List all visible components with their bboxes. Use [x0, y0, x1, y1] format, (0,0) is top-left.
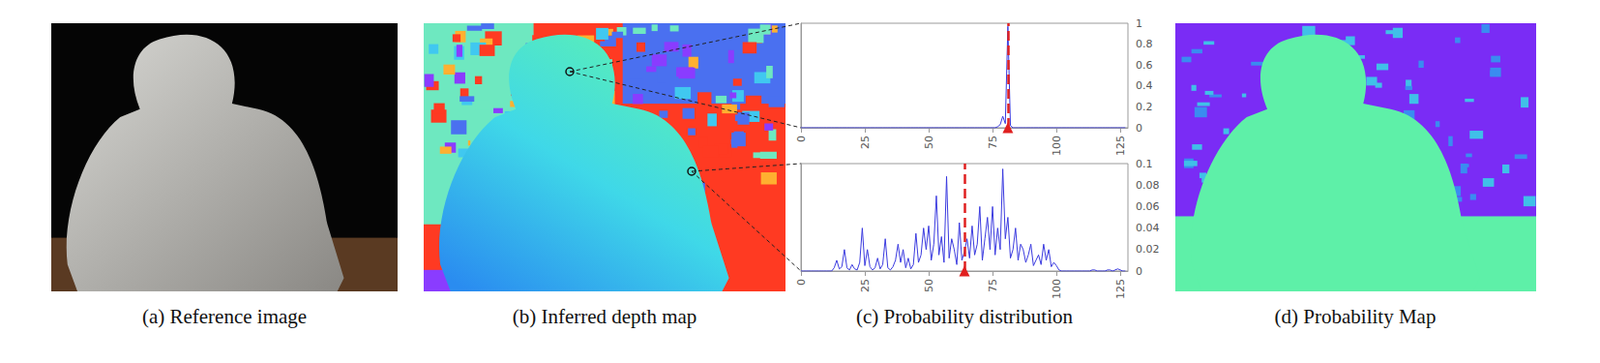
svg-text:0: 0: [1135, 121, 1143, 135]
svg-text:0.1: 0.1: [1135, 157, 1154, 171]
svg-text:50: 50: [922, 135, 936, 149]
svg-text:0.6: 0.6: [1135, 59, 1154, 72]
svg-text:100: 100: [1050, 278, 1064, 299]
svg-text:0: 0: [795, 278, 808, 286]
svg-text:125: 125: [1114, 278, 1127, 299]
svg-text:25: 25: [859, 135, 872, 149]
html-text:(c) Probability distribution: (c) Probability distribution: [856, 304, 1073, 328]
svg-text:0: 0: [1135, 265, 1143, 278]
svg-text:125: 125: [1114, 135, 1127, 156]
html-text:(a) Reference image: (a) Reference image: [142, 304, 307, 328]
svg-text:1: 1: [1135, 17, 1143, 30]
html-text:(d) Probability Map: (d) Probability Map: [1274, 304, 1436, 328]
svg-text:0: 0: [795, 135, 808, 143]
svg-text:25: 25: [859, 278, 872, 293]
svg-text:0.4: 0.4: [1135, 79, 1154, 92]
html-text:(b) Inferred depth map: (b) Inferred depth map: [512, 304, 697, 328]
svg-text:50: 50: [922, 278, 936, 293]
svg-text:0.04: 0.04: [1135, 221, 1160, 235]
svg-text:100: 100: [1050, 135, 1064, 156]
svg-text:0.08: 0.08: [1135, 178, 1160, 192]
svg-text:75: 75: [986, 135, 1000, 149]
svg-text:75: 75: [986, 278, 1000, 293]
svg-text:0.02: 0.02: [1135, 242, 1160, 256]
svg-text:0.2: 0.2: [1135, 100, 1154, 114]
svg-text:0.06: 0.06: [1135, 200, 1160, 213]
svg-text:0.8: 0.8: [1135, 37, 1154, 51]
